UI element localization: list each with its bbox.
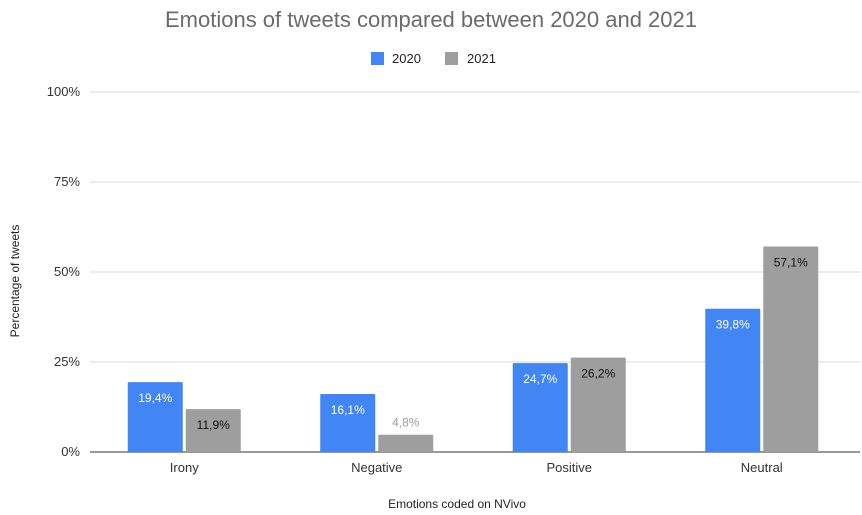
y-tick-label: 50% — [54, 264, 80, 279]
x-axis-title: Emotions coded on NVivo — [388, 497, 526, 511]
data-label: 11,9% — [197, 418, 230, 432]
bar-neutral-2021 — [763, 246, 819, 452]
data-label: 16,1% — [331, 403, 365, 417]
y-axis-ticks: 0% 25% 50% 75% 100% — [47, 84, 81, 459]
x-axis-ticks: Irony Negative Positive Neutral — [170, 460, 783, 475]
data-label: 26,2% — [581, 367, 615, 381]
legend: 2020 2021 — [371, 51, 496, 66]
bar-positive-2021 — [570, 357, 626, 452]
chart-title: Emotions of tweets compared between 2020… — [165, 7, 697, 32]
legend-swatch-2021 — [445, 52, 458, 65]
bar-negative-2020 — [320, 394, 376, 452]
bar-irony-2021 — [185, 409, 241, 452]
bar-irony-2020 — [127, 382, 183, 452]
data-label: 4,8% — [392, 416, 420, 430]
y-tick-label: 0% — [61, 444, 80, 459]
data-label: 24,7% — [523, 372, 557, 386]
legend-label-2020: 2020 — [392, 51, 421, 66]
y-tick-label: 25% — [54, 354, 80, 369]
legend-label-2021: 2021 — [467, 51, 496, 66]
y-axis-title: Percentage of tweets — [8, 225, 22, 338]
x-tick-label: Irony — [170, 460, 199, 475]
x-tick-label: Neutral — [741, 460, 783, 475]
x-tick-label: Positive — [546, 460, 592, 475]
data-label: 39,8% — [716, 318, 750, 332]
data-label: 19,4% — [138, 391, 172, 405]
bar-positive-2020 — [512, 363, 568, 452]
bar-neutral-2020 — [705, 308, 761, 452]
bar-negative-2021 — [378, 434, 434, 452]
y-tick-label: 100% — [47, 84, 81, 99]
data-label: 57,1% — [774, 255, 808, 269]
legend-swatch-2020 — [371, 52, 384, 65]
x-tick-label: Negative — [351, 460, 402, 475]
bars: 19,4% 11,9% 16,1% 4,8% 24,7% 26,2% 39,8% 57,1% — [127, 246, 819, 452]
y-tick-label: 75% — [54, 174, 80, 189]
